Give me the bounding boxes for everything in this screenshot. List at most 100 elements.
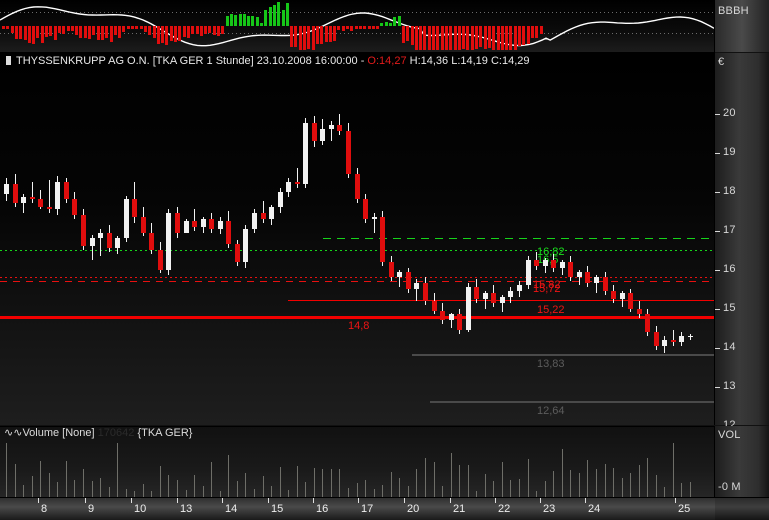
candle-wick (23, 193, 25, 214)
candle-body (269, 207, 275, 219)
indicator-histogram-bar (354, 26, 358, 29)
level-line-support-13-83[interactable] (412, 354, 715, 357)
indicator-histogram-bar (380, 23, 384, 26)
price-tick-label: 20 (723, 106, 736, 119)
indicator-histogram-bar (393, 16, 397, 26)
volume-bar (570, 469, 572, 499)
indicator-histogram-bar (384, 22, 388, 26)
indicator-histogram-bar (152, 26, 156, 38)
indicator-histogram-bar (264, 10, 268, 26)
indicator-histogram-bar (320, 26, 324, 44)
candle-body (525, 259, 531, 286)
price-tick-label: 15 (723, 301, 736, 314)
level-label-support-12-64: 12,64 (537, 404, 565, 417)
indicator-histogram-bar (303, 26, 306, 50)
price-tick-label: 19 (723, 145, 736, 158)
volume-axis-title: VOL (718, 429, 741, 441)
level-line-support-14-8[interactable] (0, 316, 715, 320)
candle-body (653, 332, 659, 346)
volume-bar (100, 477, 102, 499)
candle-body (431, 300, 437, 311)
indicator-histogram-bar (410, 26, 414, 46)
price-axis[interactable]: € 20 19 18 17 16 15 14 13 12 (714, 53, 769, 431)
indicator-histogram-bar (10, 26, 14, 33)
indicator-histogram-bar (49, 26, 53, 36)
header-datetime: 23.10.2008 16:00:00 (256, 55, 358, 67)
candle-body (260, 213, 266, 219)
price-tick (715, 269, 720, 271)
indicator-axis[interactable]: BBBH (714, 0, 769, 52)
level-label-resistance-15-72: 15,72 (533, 282, 561, 295)
candle-body (371, 216, 377, 219)
indicator-histogram-bar (199, 26, 203, 36)
indicator-histogram-bar (401, 26, 405, 43)
indicator-histogram-bar (453, 26, 457, 50)
candle-wick (31, 181, 33, 204)
price-panel[interactable]: 16,82 16,5 15,82 15,72 15,22 14,8 13,83 12,64 (0, 53, 715, 425)
candle-body (89, 238, 95, 247)
indicator-histogram-bar (436, 26, 440, 50)
volume-bar (527, 459, 529, 499)
indicator-histogram-bar (6, 26, 10, 29)
volume-bar (271, 485, 273, 499)
volume-bar (134, 490, 136, 499)
level-line-support-12-64[interactable] (430, 400, 715, 403)
indicator-histogram-bar (427, 26, 431, 50)
volume-panel[interactable] (0, 426, 715, 499)
time-tick-label: 9 (88, 503, 95, 515)
candle-body (405, 271, 411, 290)
time-axis[interactable]: 8 9 10 13 14 15 16 17 20 21 22 23 24 25 (0, 497, 769, 520)
indicator-histogram-bar (83, 26, 87, 38)
price-tick (715, 308, 720, 310)
volume-bar (647, 458, 649, 499)
volume-bar (416, 469, 418, 499)
time-tick (38, 498, 39, 503)
indicator-histogram-bar (255, 17, 259, 26)
indicator-histogram-bar (70, 26, 74, 32)
volume-bar (202, 485, 204, 499)
indicator-panel[interactable] (0, 0, 715, 53)
candle-wick (484, 291, 486, 309)
indicator-histogram-bar (247, 16, 251, 26)
header-low: L:14,19 (451, 55, 488, 67)
indicator-histogram-bar (414, 26, 418, 50)
volume-bar (553, 471, 555, 499)
candle-body (679, 335, 685, 342)
volume-axis[interactable]: VOL -0 M (714, 426, 769, 498)
level-line-resistance-16-5[interactable] (0, 250, 715, 252)
indicator-histogram-bar (290, 26, 294, 47)
level-line-resistance-16-82[interactable] (323, 237, 715, 239)
volume-bar (40, 460, 42, 499)
level-line-resistance-15-82[interactable] (0, 276, 715, 278)
candle-body (499, 296, 505, 303)
instrument-name: THYSSENKRUPP AG O.N. (16, 55, 150, 67)
volume-bar (65, 461, 67, 499)
volume-bar (91, 480, 93, 499)
time-tick (404, 498, 405, 503)
indicator-histogram-bar (277, 2, 281, 26)
volume-bar (23, 484, 25, 499)
candle-body (380, 216, 386, 262)
time-tick-label: 21 (453, 503, 466, 515)
level-line-resistance-15-72[interactable] (0, 280, 715, 282)
volume-bar (382, 484, 384, 499)
price-header: THYSSENKRUPP AG O.N. [TKA GER 1 Stunde] … (0, 53, 715, 69)
price-tick-label: 14 (723, 340, 736, 353)
indicator-histogram-bar (535, 26, 539, 39)
price-tick (715, 191, 720, 193)
indicator-histogram-bar (307, 26, 311, 50)
candle-body (602, 277, 608, 292)
candle-body (636, 308, 642, 315)
indicator-histogram-bar (367, 26, 371, 29)
time-tick-label: 14 (225, 503, 238, 515)
time-tick-label: 25 (678, 503, 691, 515)
volume-bar (330, 468, 332, 499)
indicator-histogram-bar (526, 26, 530, 44)
indicator-histogram-bar (36, 26, 40, 39)
level-label-resistance-16-82: 16,82 (537, 245, 565, 258)
candle-body (29, 197, 35, 200)
volume-bar (279, 467, 281, 499)
axis-corner (715, 498, 769, 520)
price-tick (715, 152, 720, 154)
